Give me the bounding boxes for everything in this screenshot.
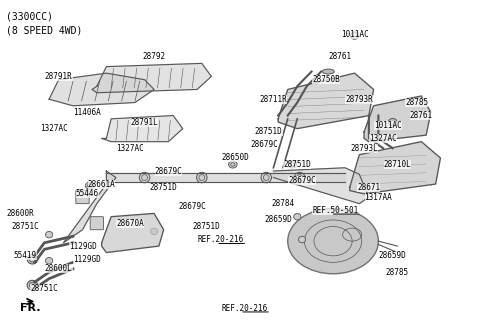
Text: REF.20-216: REF.20-216 xyxy=(222,304,268,313)
Text: 28670A: 28670A xyxy=(116,219,144,228)
Polygon shape xyxy=(63,171,116,243)
Ellipse shape xyxy=(299,236,306,243)
Polygon shape xyxy=(350,142,441,194)
Ellipse shape xyxy=(27,254,37,264)
Text: (8 SPEED 4WD): (8 SPEED 4WD) xyxy=(6,26,83,36)
Text: 28600R: 28600R xyxy=(7,209,35,218)
Text: 28711R: 28711R xyxy=(260,95,288,104)
Text: 1327AC: 1327AC xyxy=(40,124,68,133)
Ellipse shape xyxy=(151,228,157,235)
Ellipse shape xyxy=(388,118,397,126)
Ellipse shape xyxy=(294,172,305,183)
Text: 28751D: 28751D xyxy=(255,127,283,137)
Ellipse shape xyxy=(46,258,53,264)
Polygon shape xyxy=(49,73,154,106)
Text: 28679C: 28679C xyxy=(250,140,278,149)
Text: 28600L: 28600L xyxy=(45,265,72,273)
Ellipse shape xyxy=(197,172,207,183)
Text: 28791R: 28791R xyxy=(45,72,72,81)
Text: 28751C: 28751C xyxy=(12,222,39,231)
FancyBboxPatch shape xyxy=(76,190,89,204)
Text: 28659D: 28659D xyxy=(264,215,292,224)
Text: 55446: 55446 xyxy=(76,190,99,198)
Text: 28679C: 28679C xyxy=(288,176,316,185)
Text: (3300CC): (3300CC) xyxy=(6,11,53,21)
Text: 1011AC: 1011AC xyxy=(374,121,402,130)
Ellipse shape xyxy=(261,172,272,183)
Ellipse shape xyxy=(350,32,359,39)
Text: 28751C: 28751C xyxy=(30,284,58,293)
Text: 1129GD: 1129GD xyxy=(69,241,96,251)
Text: 28751D: 28751D xyxy=(192,222,220,231)
Text: 28793R: 28793R xyxy=(346,95,373,104)
Text: 28659D: 28659D xyxy=(379,251,407,260)
Polygon shape xyxy=(364,96,431,142)
Ellipse shape xyxy=(27,280,37,290)
Ellipse shape xyxy=(288,161,297,168)
Text: 28650D: 28650D xyxy=(221,153,249,163)
Text: 1327AC: 1327AC xyxy=(369,134,397,143)
Text: 28785: 28785 xyxy=(405,98,428,107)
Text: 55419: 55419 xyxy=(14,251,37,260)
Text: 28791L: 28791L xyxy=(131,117,158,127)
Text: FR.: FR. xyxy=(21,303,41,313)
Ellipse shape xyxy=(228,161,237,168)
Ellipse shape xyxy=(85,182,94,189)
Polygon shape xyxy=(274,168,369,204)
Text: 1011AC: 1011AC xyxy=(341,30,369,38)
Text: 28671: 28671 xyxy=(357,183,381,192)
Text: 28679C: 28679C xyxy=(179,202,206,212)
Polygon shape xyxy=(92,63,211,93)
Text: 28751D: 28751D xyxy=(283,160,311,169)
Ellipse shape xyxy=(294,214,301,220)
Ellipse shape xyxy=(139,172,150,183)
Text: 28784: 28784 xyxy=(271,199,295,208)
Ellipse shape xyxy=(323,69,334,74)
Text: 28785: 28785 xyxy=(386,268,409,277)
Text: 28679C: 28679C xyxy=(155,166,182,176)
Ellipse shape xyxy=(46,231,53,238)
Text: 28661A: 28661A xyxy=(88,180,116,189)
Text: 28750B: 28750B xyxy=(312,75,340,84)
Text: 1129GD: 1129GD xyxy=(73,255,101,264)
Ellipse shape xyxy=(288,209,378,274)
Text: 28793L: 28793L xyxy=(350,144,378,153)
FancyBboxPatch shape xyxy=(90,217,104,230)
Text: 28761: 28761 xyxy=(329,52,352,61)
Text: 1317AA: 1317AA xyxy=(364,192,392,202)
Text: 28792: 28792 xyxy=(143,52,166,61)
Text: REF.50-501: REF.50-501 xyxy=(312,206,359,215)
Polygon shape xyxy=(278,73,373,129)
Text: 28761: 28761 xyxy=(410,111,433,120)
Polygon shape xyxy=(102,115,183,142)
Text: REF.20-216: REF.20-216 xyxy=(198,235,244,244)
Text: 11406A: 11406A xyxy=(73,108,101,117)
Text: 28751D: 28751D xyxy=(150,183,178,192)
Text: 1327AC: 1327AC xyxy=(116,144,144,153)
Text: 28710L: 28710L xyxy=(384,160,411,169)
Polygon shape xyxy=(102,214,164,253)
